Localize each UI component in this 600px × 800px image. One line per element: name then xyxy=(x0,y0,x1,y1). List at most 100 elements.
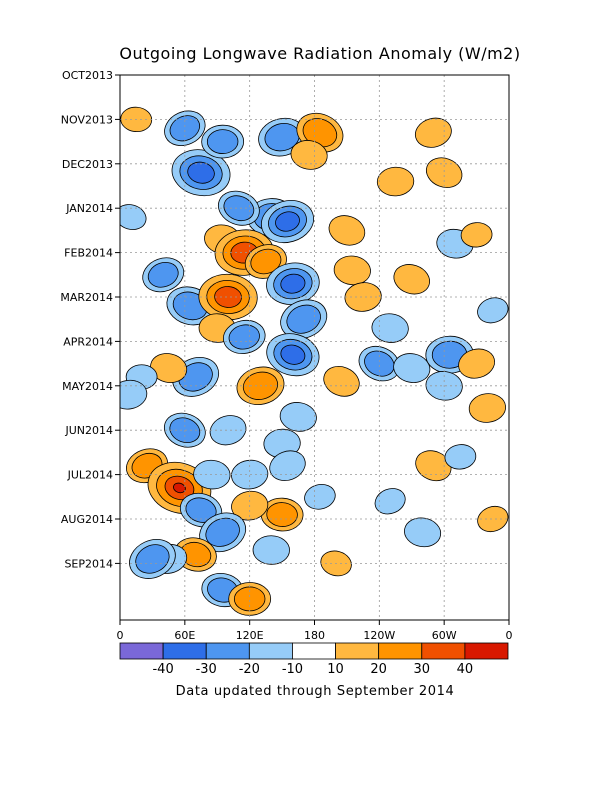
contour-level xyxy=(477,297,509,324)
contour-level xyxy=(371,313,409,343)
y-tick-label: JUN2014 xyxy=(64,424,113,437)
contour-level xyxy=(205,517,240,547)
contour-level xyxy=(250,248,282,275)
anomaly-feature xyxy=(260,200,314,244)
contour-level xyxy=(187,161,215,184)
contour-level xyxy=(280,273,306,294)
y-tick-label: APR2014 xyxy=(63,335,113,348)
anomaly-feature xyxy=(371,313,409,343)
anomaly-feature xyxy=(425,157,463,188)
anomaly-feature xyxy=(468,393,507,423)
colorbar-swatch xyxy=(292,642,336,660)
colorbar-label: 20 xyxy=(370,662,387,677)
colorbar-swatch xyxy=(421,642,466,660)
anomaly-feature xyxy=(266,262,320,305)
y-tick-label: MAR2014 xyxy=(60,291,113,304)
colorbar-label: 40 xyxy=(457,662,474,677)
x-tick-label: 180 xyxy=(304,629,325,642)
x-tick-label: 60W xyxy=(432,629,457,642)
contour-level xyxy=(252,535,290,565)
anomaly-feature xyxy=(280,299,328,339)
anomaly-field xyxy=(120,106,509,616)
anomaly-feature xyxy=(269,450,306,481)
anomaly-feature xyxy=(393,264,431,295)
anomaly-feature xyxy=(164,110,206,146)
colorbar: -40 -30 -20 -10 10 20 30 40 xyxy=(119,642,509,677)
anomaly-feature xyxy=(358,345,401,382)
colorbar-label: -40 xyxy=(152,662,173,677)
anomaly-feature xyxy=(444,444,477,470)
anomaly-feature xyxy=(477,297,509,324)
anomaly-feature xyxy=(209,415,247,446)
grid-lines xyxy=(120,75,509,620)
contour-level xyxy=(120,379,148,410)
contour-level xyxy=(275,211,300,232)
contour-level xyxy=(178,362,213,392)
anomaly-feature xyxy=(477,505,509,533)
contour-level xyxy=(304,483,336,510)
contour-level xyxy=(415,450,452,482)
anomaly-feature xyxy=(199,512,247,553)
contour-level xyxy=(266,502,298,527)
contour-level xyxy=(468,393,507,423)
anomaly-feature xyxy=(201,124,245,159)
anomaly-feature xyxy=(414,117,452,148)
x-tick-label: 60E xyxy=(174,629,195,642)
anomaly-feature xyxy=(252,535,290,565)
anomaly-feature xyxy=(142,257,185,293)
anomaly-feature xyxy=(458,348,495,379)
colorbar-swatch xyxy=(119,642,164,660)
colorbar-label: 10 xyxy=(327,662,344,677)
contour-level xyxy=(393,353,431,383)
contour-level xyxy=(228,324,260,350)
contour-level xyxy=(458,348,495,379)
contour-level xyxy=(333,255,371,286)
anomaly-feature xyxy=(129,539,176,579)
y-tick-label: AUG2014 xyxy=(61,513,113,526)
anomaly-feature xyxy=(231,459,269,490)
anomaly-feature xyxy=(344,282,382,312)
y-tick-label: OCT2013 xyxy=(62,69,113,82)
contour-level xyxy=(376,166,415,197)
contour-level xyxy=(223,195,255,222)
contour-level xyxy=(414,117,452,148)
x-tick-label: 120E xyxy=(236,629,264,642)
y-tick-label: FEB2014 xyxy=(64,247,113,260)
anomaly-feature xyxy=(260,497,304,532)
anomaly-feature xyxy=(328,215,366,246)
y-tick-label: MAY2014 xyxy=(62,380,113,393)
colorbar-label: 30 xyxy=(414,662,431,677)
colorbar-swatch xyxy=(248,642,293,660)
x-tick-label: 120W xyxy=(363,629,395,642)
contour-level xyxy=(328,215,366,246)
contour-level xyxy=(477,505,509,533)
anomaly-feature xyxy=(376,166,415,197)
colorbar-swatch xyxy=(464,642,509,660)
anomaly-feature xyxy=(150,353,188,383)
colorbar-label: -30 xyxy=(196,662,217,677)
contour-level xyxy=(209,415,247,446)
colorbar-swatch xyxy=(162,642,207,660)
contour-level xyxy=(404,517,442,548)
anomaly-feature xyxy=(217,190,260,226)
y-tick-label: SEP2014 xyxy=(64,557,113,570)
anomaly-feature xyxy=(198,273,258,321)
y-tick-label: JUL2014 xyxy=(67,469,113,482)
contour-level xyxy=(444,444,477,470)
colorbar-swatch xyxy=(205,642,250,660)
chart-title: Outgoing Longwave Radiation Anomaly (W/m… xyxy=(119,44,521,63)
contour-level xyxy=(269,450,306,481)
anomaly-feature xyxy=(120,204,147,230)
y-tick-label: NOV2013 xyxy=(61,113,113,126)
x-tick-label: 0 xyxy=(117,629,124,642)
anomaly-feature xyxy=(120,379,148,410)
anomaly-feature xyxy=(333,255,371,286)
contour-level xyxy=(214,286,242,308)
anomaly-feature xyxy=(304,483,336,510)
contour-level xyxy=(206,129,239,154)
anomaly-feature xyxy=(415,450,452,482)
contour-level xyxy=(460,222,493,248)
data-updated-note: Data updated through September 2014 xyxy=(175,684,455,699)
anomaly-feature xyxy=(266,333,320,377)
contour-level xyxy=(185,497,217,523)
